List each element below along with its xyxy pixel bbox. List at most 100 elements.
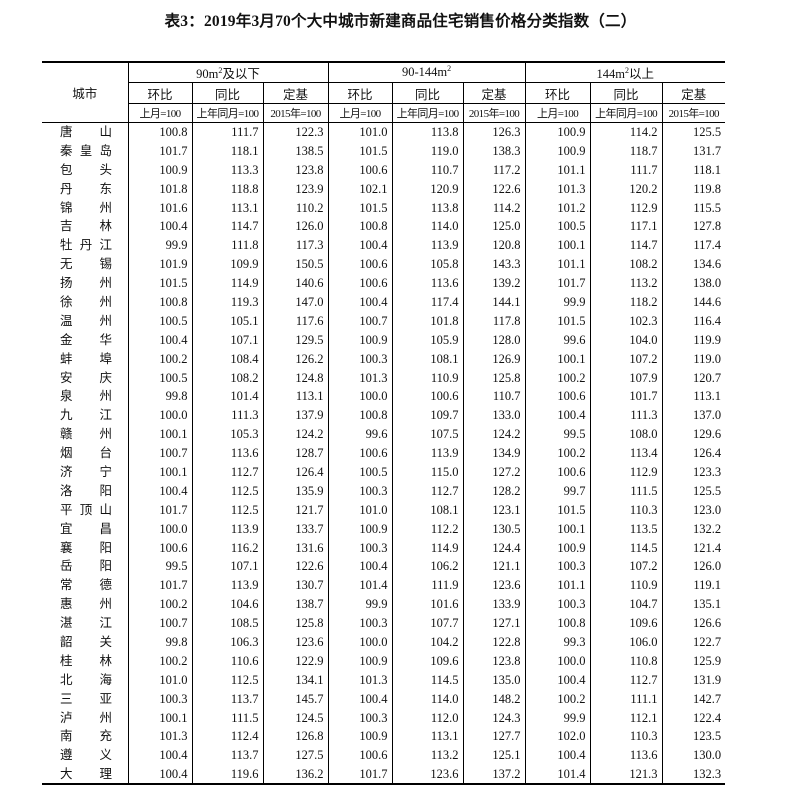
value-cell: 109.6 xyxy=(589,613,663,633)
value-cell: 111.5 xyxy=(191,708,263,727)
value-cell: 105.8 xyxy=(391,254,464,274)
city-cell: 泸州 xyxy=(42,708,128,727)
value-cell: 99.5 xyxy=(127,556,192,576)
value-cell: 117.1 xyxy=(589,216,663,236)
value-cell: 110.8 xyxy=(589,651,663,671)
value-cell: 122.6 xyxy=(462,179,526,199)
metric-header: 定基 xyxy=(661,82,726,104)
value-cell: 148.2 xyxy=(462,689,526,709)
city-cell: 岳阳 xyxy=(42,557,128,576)
value-cell: 117.3 xyxy=(262,235,329,255)
value-cell: 100.6 xyxy=(327,160,393,180)
value-cell: 129.5 xyxy=(262,330,329,350)
value-cell: 119.8 xyxy=(661,179,726,199)
value-cell: 111.8 xyxy=(191,235,263,255)
value-cell: 100.0 xyxy=(327,386,393,406)
table-header: 城市 90m2及以下 90-144m2 144m2以上 环比 同比 定基 环比 同比 定基… xyxy=(42,61,726,123)
value-cell: 137.9 xyxy=(262,405,329,425)
value-cell: 107.5 xyxy=(391,424,464,444)
city-name: 泉州 xyxy=(60,389,112,404)
value-cell: 101.8 xyxy=(391,311,464,331)
city-cell: 襄阳 xyxy=(42,538,128,557)
table-row: 唐山 100.8 111.7 122.3 101.0 113.8 126.3 100.9 114… xyxy=(42,122,726,142)
city-name: 金华 xyxy=(60,332,112,347)
value-cell: 107.1 xyxy=(191,330,263,350)
value-cell: 101.7 xyxy=(127,575,192,595)
city-name: 桂林 xyxy=(60,653,112,668)
value-cell: 134.6 xyxy=(661,254,726,274)
value-cell: 130.5 xyxy=(462,519,526,539)
value-cell: 118.1 xyxy=(191,141,263,161)
value-cell: 130.7 xyxy=(262,575,329,595)
value-cell: 139.2 xyxy=(462,273,526,293)
value-cell: 99.9 xyxy=(524,708,591,727)
value-cell: 126.0 xyxy=(262,216,329,236)
city-name: 扬州 xyxy=(60,276,112,291)
value-cell: 108.1 xyxy=(391,500,464,520)
value-cell: 127.1 xyxy=(462,613,526,633)
base-header: 上月=100 xyxy=(524,103,591,123)
value-cell: 117.8 xyxy=(462,311,526,331)
value-cell: 113.9 xyxy=(191,575,263,595)
metric-header: 定基 xyxy=(462,82,526,104)
table-row: 吉林 100.4 114.7 126.0 100.8 114.0 125.0 100.5 117… xyxy=(42,216,726,236)
value-cell: 123.8 xyxy=(262,160,329,180)
value-cell: 114.0 xyxy=(391,689,464,709)
value-cell: 100.1 xyxy=(127,424,192,444)
value-cell: 100.3 xyxy=(327,538,393,557)
table-body: 唐山 100.8 111.7 122.3 101.0 113.8 126.3 100.9 114… xyxy=(42,122,726,784)
value-cell: 113.6 xyxy=(391,273,464,293)
value-cell: 100.5 xyxy=(524,216,591,236)
value-cell: 123.6 xyxy=(262,632,329,652)
value-cell: 100.9 xyxy=(327,519,393,539)
value-cell: 120.2 xyxy=(589,179,663,199)
value-cell: 100.9 xyxy=(524,141,591,161)
value-cell: 110.2 xyxy=(262,198,329,217)
value-cell: 133.7 xyxy=(262,519,329,539)
value-cell: 114.9 xyxy=(391,538,464,557)
value-cell: 111.3 xyxy=(589,405,663,425)
value-cell: 118.2 xyxy=(589,292,663,312)
value-cell: 128.7 xyxy=(262,443,329,463)
city-cell: 丹东 xyxy=(42,179,128,198)
value-cell: 124.8 xyxy=(262,368,329,387)
value-cell: 107.9 xyxy=(589,368,663,387)
base-header: 上月=100 xyxy=(127,103,193,123)
metric-header: 同比 xyxy=(589,82,663,104)
value-cell: 116.2 xyxy=(191,538,263,557)
table-row: 烟台 100.7 113.6 128.7 100.6 113.9 134.9 100.2 113… xyxy=(42,443,726,463)
value-cell: 113.9 xyxy=(391,235,464,255)
value-cell: 107.2 xyxy=(589,349,663,369)
table-row: 惠州 100.2 104.6 138.7 99.9 101.6 133.9 100.3 104.… xyxy=(42,594,726,614)
value-cell: 100.8 xyxy=(327,216,393,236)
value-cell: 100.4 xyxy=(327,689,393,709)
value-cell: 110.7 xyxy=(391,160,464,180)
table-row: 洛阳 100.4 112.5 135.9 100.3 112.7 128.2 99.7 111.… xyxy=(42,481,726,501)
city-name: 包头 xyxy=(60,162,112,177)
value-cell: 112.5 xyxy=(191,481,263,501)
value-cell: 126.9 xyxy=(462,349,526,369)
value-cell: 100.4 xyxy=(127,481,192,501)
base-header: 上年同月=100 xyxy=(191,103,264,123)
metric-header: 定基 xyxy=(262,82,329,104)
value-cell: 100.7 xyxy=(127,443,192,463)
value-cell: 136.2 xyxy=(262,764,329,784)
city-cell: 南充 xyxy=(42,727,128,746)
value-cell: 114.5 xyxy=(589,538,663,557)
value-cell: 123.0 xyxy=(661,500,726,520)
city-name: 北海 xyxy=(60,672,112,687)
value-cell: 101.6 xyxy=(127,198,192,217)
value-cell: 107.2 xyxy=(589,556,663,576)
city-name: 常德 xyxy=(60,578,112,593)
metric-header: 环比 xyxy=(327,82,393,104)
value-cell: 127.7 xyxy=(462,727,526,746)
city-name: 大理 xyxy=(60,766,112,781)
value-cell: 100.1 xyxy=(524,235,591,255)
city-name: 三亚 xyxy=(60,691,112,706)
value-cell: 115.5 xyxy=(661,198,726,217)
city-cell: 烟台 xyxy=(42,444,128,463)
value-cell: 106.3 xyxy=(191,632,263,652)
value-cell: 100.2 xyxy=(127,651,192,671)
value-cell: 119.0 xyxy=(661,349,726,369)
table-row: 蚌埠 100.2 108.4 126.2 100.3 108.1 126.9 100.1 107… xyxy=(42,349,726,369)
